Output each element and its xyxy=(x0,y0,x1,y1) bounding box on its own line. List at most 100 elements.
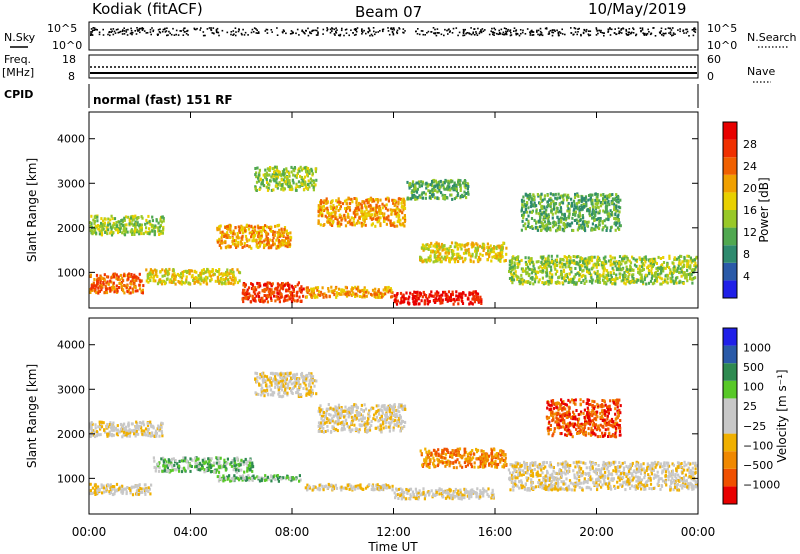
nsky-point xyxy=(667,27,670,29)
echo-cell xyxy=(449,295,452,299)
echo-cell xyxy=(686,279,689,283)
echo-cell xyxy=(434,292,437,296)
echo-cell xyxy=(655,267,658,271)
echo-cell xyxy=(283,175,286,179)
nsky-point xyxy=(457,34,459,37)
nsky-point xyxy=(576,33,578,36)
nsky-point xyxy=(472,32,474,35)
nsky-point xyxy=(674,33,676,35)
nsky-point xyxy=(218,34,220,37)
echo-cell xyxy=(185,275,188,279)
echo-cell xyxy=(354,215,357,219)
echo-cell xyxy=(689,264,692,268)
echo-cell xyxy=(574,205,577,209)
echo-cell xyxy=(190,458,193,462)
echo-cell xyxy=(295,294,298,298)
echo-cell xyxy=(592,265,595,269)
echo-cell xyxy=(370,292,373,296)
echo-cell xyxy=(171,465,174,469)
echo-cell xyxy=(229,227,232,231)
echo-cell xyxy=(142,232,145,236)
echo-cell xyxy=(232,468,235,472)
echo-cell xyxy=(365,215,368,219)
nsky-point xyxy=(281,31,284,33)
echo-cell xyxy=(348,201,351,205)
echo-cell xyxy=(334,286,337,290)
echo-cell xyxy=(617,200,620,204)
echo-cell xyxy=(527,259,530,263)
echo-cell xyxy=(613,222,616,226)
echo-cell xyxy=(377,289,380,293)
echo-cell xyxy=(477,246,480,250)
nsky-point xyxy=(507,28,509,31)
echo-cell xyxy=(441,193,444,197)
nsky-point xyxy=(549,29,552,32)
echo-cell xyxy=(654,260,657,264)
nsky-point xyxy=(644,32,646,35)
echo-cell xyxy=(365,294,368,298)
echo-cell xyxy=(226,235,229,239)
echo-cell xyxy=(602,209,605,213)
echo-cell xyxy=(556,215,559,219)
echo-cell xyxy=(301,179,304,183)
echo-cell xyxy=(512,275,515,279)
echo-cell xyxy=(547,261,550,265)
echo-cell xyxy=(535,260,538,264)
echo-cell xyxy=(417,297,420,301)
echo-cell xyxy=(609,226,613,230)
nsky-point xyxy=(137,30,139,32)
echo-cell xyxy=(274,299,277,303)
nsky-point xyxy=(434,32,437,34)
echo-cell xyxy=(146,232,149,235)
echo-cell xyxy=(435,241,438,245)
echo-cell xyxy=(370,217,374,221)
echo-cell xyxy=(537,280,540,284)
echo-cell xyxy=(471,252,474,256)
echo-cell xyxy=(505,252,508,256)
echo-cell xyxy=(512,256,515,260)
echo-cell xyxy=(657,255,660,259)
echo-cell xyxy=(492,250,496,254)
echo-cell xyxy=(590,259,594,263)
echo-cell xyxy=(110,275,113,279)
echo-cell xyxy=(296,290,299,294)
nsky-point xyxy=(393,27,395,29)
echo-cell xyxy=(302,294,305,298)
echo-cell xyxy=(582,216,585,220)
echo-cell xyxy=(678,258,681,262)
echo-cell xyxy=(270,299,273,302)
echo-cell xyxy=(97,291,100,295)
nsky-point xyxy=(503,33,505,36)
echo-cell xyxy=(346,212,350,216)
echo-cell xyxy=(363,201,366,205)
echo-cell xyxy=(584,257,587,261)
echo-cell xyxy=(678,281,681,285)
echo-cell xyxy=(621,273,625,277)
echo-cell xyxy=(425,181,428,185)
echo-cell xyxy=(261,289,264,293)
nsky-point xyxy=(595,27,598,29)
echo-cell xyxy=(439,298,442,302)
echo-cell xyxy=(619,224,622,228)
echo-cell xyxy=(402,208,405,212)
echo-cell xyxy=(226,225,229,228)
echo-cell xyxy=(140,279,143,283)
echo-cell xyxy=(239,240,242,244)
echo-cell xyxy=(139,223,142,227)
echo-cell xyxy=(281,239,284,242)
echo-cell xyxy=(384,292,387,296)
echo-cell xyxy=(642,267,645,271)
nsky-point xyxy=(232,30,235,32)
echo-cell xyxy=(290,165,293,169)
echo-cell xyxy=(257,295,261,299)
echo-cell xyxy=(337,209,340,212)
echo-cell xyxy=(358,216,361,220)
echo-cell xyxy=(327,289,330,293)
echo-cell xyxy=(248,245,251,249)
echo-cell xyxy=(280,295,283,299)
nsky-point xyxy=(601,32,604,34)
echo-cell xyxy=(622,278,625,282)
echo-cell xyxy=(131,279,134,283)
nsky-point xyxy=(574,27,577,30)
echo-cell xyxy=(561,281,564,285)
